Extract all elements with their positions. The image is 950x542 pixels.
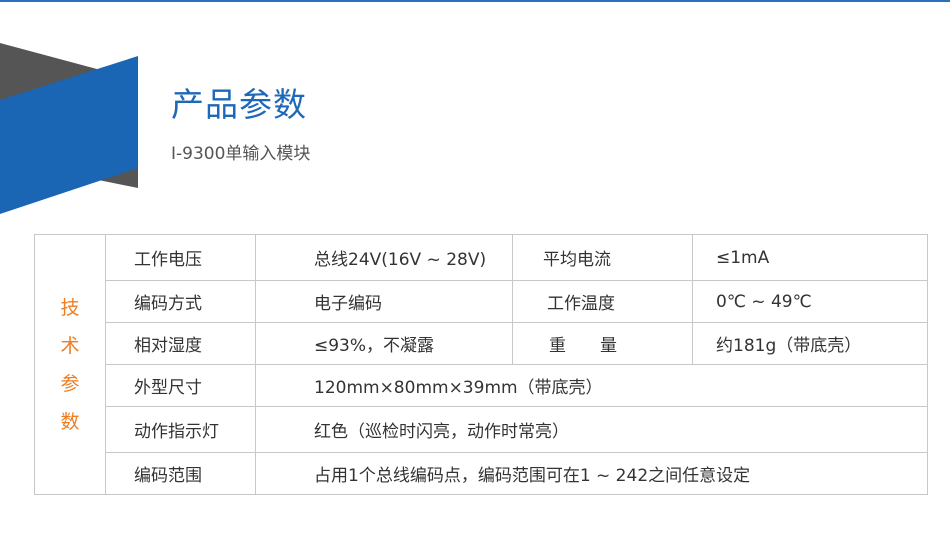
- table-row: 动作指示灯 红色（巡检时闪亮，动作时常亮）: [35, 406, 928, 453]
- spec-value: 红色（巡检时闪亮，动作时常亮）: [255, 406, 928, 453]
- table-row: 编码方式 电子编码 工作温度 0℃ ~ 49℃: [35, 280, 928, 323]
- table-row: 技 术 参 数 工作电压 总线24V(16V ~ 28V) 平均电流 ≤1mA: [34, 234, 928, 495]
- spec-key: 编码方式: [105, 280, 256, 323]
- blue-shape: [0, 56, 138, 214]
- decorative-banner: [0, 43, 138, 214]
- spec-key: 重 量: [512, 322, 693, 365]
- spec-value: ≤93%，不凝露: [255, 322, 513, 365]
- page-subtitle: I-9300单输入模块: [171, 144, 311, 164]
- side-label: 技 术 参 数: [34, 234, 106, 495]
- spec-key: 工作电压: [105, 234, 256, 281]
- spec-key: 编码范围: [105, 452, 256, 495]
- spec-key: 平均电流: [512, 234, 693, 281]
- table-row: 相对湿度 ≤93%，不凝露 重 量 约181g（带底壳）: [35, 322, 928, 365]
- side-char: 数: [60, 410, 80, 433]
- spec-key: 外型尺寸: [105, 364, 256, 407]
- table-row: 外型尺寸 120mm×80mm×39mm（带底壳）: [35, 364, 928, 407]
- spec-value: ≤1mA: [692, 234, 928, 281]
- spec-value: 0℃ ~ 49℃: [692, 280, 928, 323]
- top-bar: [0, 0, 950, 2]
- spec-table: 技 术 参 数 工作电压 总线24V(16V ~ 28V) 平均电流 ≤1mA …: [34, 234, 928, 495]
- spec-value: 约181g（带底壳）: [692, 322, 928, 365]
- spec-key: 相对湿度: [105, 322, 256, 365]
- spec-value: 120mm×80mm×39mm（带底壳）: [255, 364, 928, 407]
- side-char: 术: [60, 334, 80, 357]
- spec-value: 总线24V(16V ~ 28V): [255, 234, 513, 281]
- spec-value: 电子编码: [255, 280, 513, 323]
- spec-value: 占用1个总线编码点，编码范围可在1 ~ 242之间任意设定: [255, 452, 928, 495]
- spec-key: 动作指示灯: [105, 406, 256, 453]
- spec-key: 工作温度: [512, 280, 693, 323]
- side-char: 参: [60, 372, 80, 395]
- table-row: 编码范围 占用1个总线编码点，编码范围可在1 ~ 242之间任意设定: [35, 452, 928, 495]
- page-title: 产品参数: [171, 85, 307, 124]
- side-char: 技: [60, 296, 80, 319]
